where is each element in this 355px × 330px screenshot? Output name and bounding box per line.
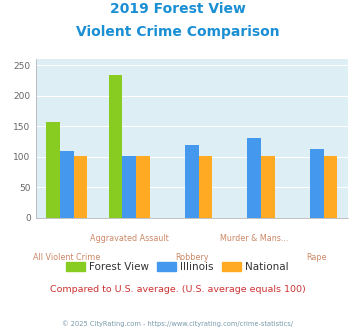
- Bar: [46, 122, 60, 218]
- Text: Robbery: Robbery: [175, 253, 208, 262]
- Bar: [73, 156, 87, 218]
- Text: Aggravated Assault: Aggravated Assault: [90, 234, 169, 243]
- Text: All Violent Crime: All Violent Crime: [33, 253, 100, 262]
- Text: 2019 Forest View: 2019 Forest View: [110, 2, 245, 16]
- Text: Murder & Mans...: Murder & Mans...: [220, 234, 288, 243]
- Bar: [261, 156, 275, 218]
- Bar: [136, 156, 150, 218]
- Text: Rape: Rape: [306, 253, 327, 262]
- Text: Violent Crime Comparison: Violent Crime Comparison: [76, 25, 279, 39]
- Bar: [122, 156, 136, 218]
- Bar: [310, 149, 323, 218]
- Bar: [60, 151, 73, 218]
- Bar: [109, 75, 122, 218]
- Bar: [323, 156, 337, 218]
- Bar: [185, 145, 198, 218]
- Bar: [198, 156, 212, 218]
- Text: Compared to U.S. average. (U.S. average equals 100): Compared to U.S. average. (U.S. average …: [50, 285, 305, 294]
- Legend: Forest View, Illinois, National: Forest View, Illinois, National: [62, 258, 293, 276]
- Text: © 2025 CityRating.com - https://www.cityrating.com/crime-statistics/: © 2025 CityRating.com - https://www.city…: [62, 320, 293, 327]
- Bar: [247, 138, 261, 218]
